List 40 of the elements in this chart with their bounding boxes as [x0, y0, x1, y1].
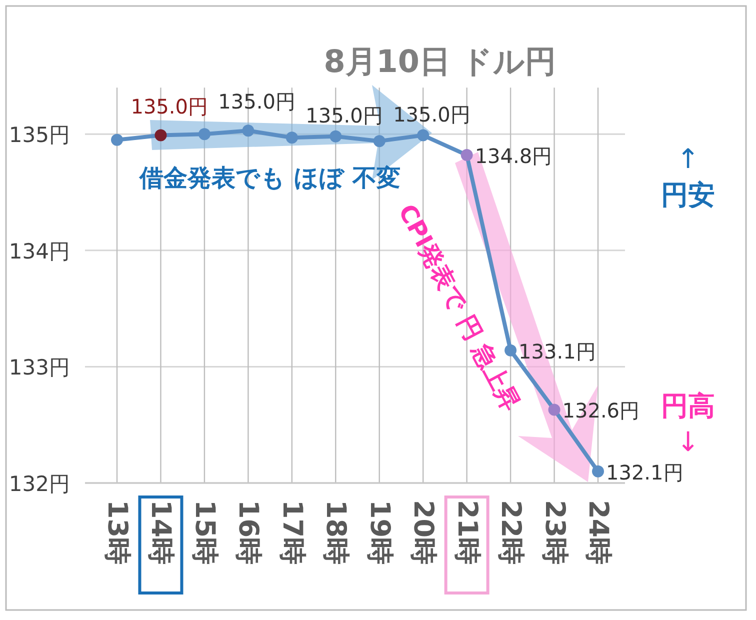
y-tick-label: 134円 — [8, 239, 70, 264]
data-label: 135.0円 — [218, 90, 296, 114]
point — [330, 130, 342, 142]
point — [198, 128, 210, 140]
point — [592, 465, 604, 478]
point — [373, 135, 386, 148]
data-label: 132.1円 — [606, 460, 684, 484]
data-label: 134.8円 — [474, 144, 552, 168]
point — [548, 404, 560, 416]
x-tick-label: 20時 — [408, 500, 439, 565]
data-label: 133.1円 — [518, 339, 596, 364]
point — [242, 124, 254, 137]
x-tick-label: 16時 — [232, 500, 264, 565]
annotation: 借金発表でも ほぼ 不変 — [138, 164, 400, 192]
x-tick-label: 19時 — [364, 500, 395, 565]
data-label: 135.0円 — [130, 94, 208, 118]
point — [111, 134, 123, 146]
y-tick-label: 133円 — [8, 356, 70, 380]
x-tick-label: 18時 — [320, 500, 352, 565]
y-tick-label: 135円 — [8, 123, 70, 148]
point — [286, 132, 298, 144]
x-tick-label: 24時 — [582, 500, 614, 565]
x-tick-label: 17時 — [276, 500, 308, 565]
x-tick-label: 14時 — [145, 500, 176, 565]
data-label: 135.0円 — [393, 102, 470, 126]
y-tick-label: 132円 — [8, 472, 70, 496]
x-tick-label: 21時 — [451, 500, 482, 565]
chart-title: 8月10日 ドル円 — [324, 44, 556, 80]
point — [154, 129, 167, 142]
text: 円高 ↓ — [661, 391, 715, 458]
data-label: 135.0円 — [306, 103, 383, 128]
point — [504, 344, 517, 356]
point — [460, 149, 473, 162]
text: ↑ 円安 — [661, 144, 715, 211]
point — [417, 129, 430, 142]
x-tick-label: 13時 — [102, 500, 132, 565]
x-tick-label: 23時 — [538, 500, 570, 565]
data-label: 132.6円 — [562, 398, 640, 423]
x-tick-label: 22時 — [495, 500, 526, 565]
x-tick-label: 15時 — [188, 500, 220, 565]
